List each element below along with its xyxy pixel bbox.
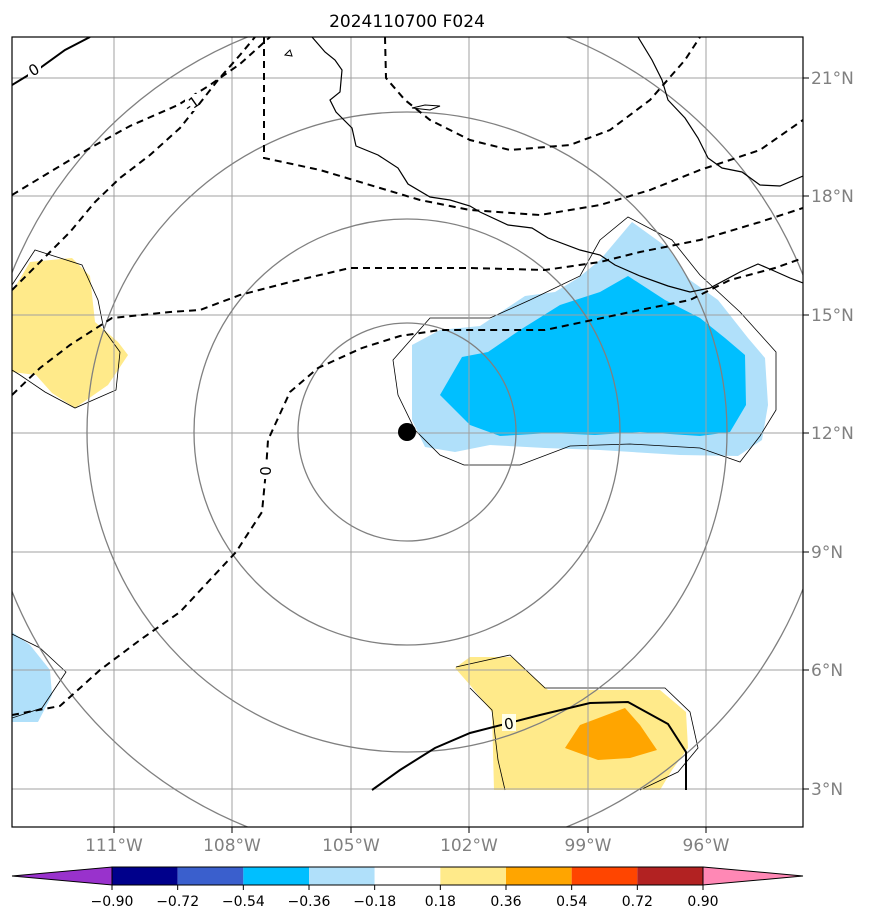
map-panel: 0 -1 0 0 <box>12 37 803 827</box>
contour-labels: 0 -1 0 0 <box>25 60 516 734</box>
colorbar-cell <box>309 867 375 885</box>
colorbar-tick-label: 0.18 <box>425 894 456 910</box>
longitude-labels: 111°W 108°W 105°W 102°W 99°W 96°W <box>85 836 730 856</box>
colorbar-cell <box>571 867 638 885</box>
contour-outline-west <box>12 249 121 409</box>
positive-anomaly-west <box>12 258 128 408</box>
figure-title: 2024110700 F024 <box>329 12 485 32</box>
lon-label: 111°W <box>85 836 143 856</box>
lat-label: 15°N <box>811 306 854 326</box>
zero-contour-south <box>371 700 687 791</box>
contour-outline-southwest <box>12 633 67 719</box>
colorbar-tick-label: −0.54 <box>222 894 265 910</box>
lon-label: 102°W <box>440 836 498 856</box>
negative-anomaly-southwest <box>12 632 52 722</box>
colorbar: −0.90 −0.72 −0.54 −0.36 −0.18 0.18 0.36 0.54 0.7… <box>11 866 804 910</box>
latitude-labels: 21°N 18°N 15°N 12°N 9°N 6°N 3°N <box>811 69 854 800</box>
lon-label: 96°W <box>683 836 730 856</box>
colorbar-tick-label: −0.90 <box>91 894 134 910</box>
colorbar-tick-label: −0.72 <box>156 894 199 910</box>
negative-anomaly-dark <box>440 276 746 436</box>
colorbar-tick-label: −0.36 <box>288 894 331 910</box>
colorbar-cell <box>177 867 244 885</box>
storm-center-marker <box>398 423 416 441</box>
colorbar-cell <box>243 867 309 885</box>
island <box>411 104 441 111</box>
lon-label: 99°W <box>565 836 612 856</box>
colorbar-outline <box>111 866 704 886</box>
lon-label: 105°W <box>322 836 380 856</box>
colorbar-labels: −0.90 −0.72 −0.54 −0.36 −0.18 0.18 0.36 0.54 0.7… <box>91 894 719 910</box>
lat-label: 18°N <box>811 187 854 207</box>
colorbar-extend-high <box>702 866 804 886</box>
colorbar-extend-low <box>11 866 113 886</box>
colorbar-tick-label: 0.72 <box>622 894 653 910</box>
lat-label: 21°N <box>811 69 854 89</box>
colorbar-tick-label: 0.90 <box>687 894 718 910</box>
axis-ticks <box>113 77 809 833</box>
range-rings <box>12 37 803 827</box>
map-frame <box>11 36 804 828</box>
zero-contour-northwest <box>12 37 91 86</box>
colorbar-ticks <box>111 885 704 890</box>
contour-label-zero-center: 0 <box>257 466 275 476</box>
colorbar-tick-label: 0.54 <box>556 894 587 910</box>
lat-label: 12°N <box>811 424 854 444</box>
lat-label: 3°N <box>811 780 843 800</box>
coastline-east <box>637 37 803 187</box>
island-small <box>283 49 293 57</box>
colorbar-cells <box>11 866 804 886</box>
colorbar-tick-label: 0.36 <box>490 894 521 910</box>
colorbar-cell <box>440 867 506 885</box>
lat-label: 6°N <box>811 661 843 681</box>
contour-outline-south <box>455 654 699 791</box>
colorbar-cell <box>374 867 441 885</box>
contour-outline-central <box>392 216 777 466</box>
colorbar-cell <box>506 867 572 885</box>
contour-label-zero-south: 0 <box>503 714 516 733</box>
dashed-contours <box>12 37 803 716</box>
colorbar-tick-label: −0.18 <box>353 894 396 910</box>
coastline <box>311 37 803 293</box>
lat-label: 9°N <box>811 543 843 563</box>
colorbar-cell <box>112 867 178 885</box>
lon-label: 108°W <box>203 836 261 856</box>
colorbar-cell <box>637 867 703 885</box>
